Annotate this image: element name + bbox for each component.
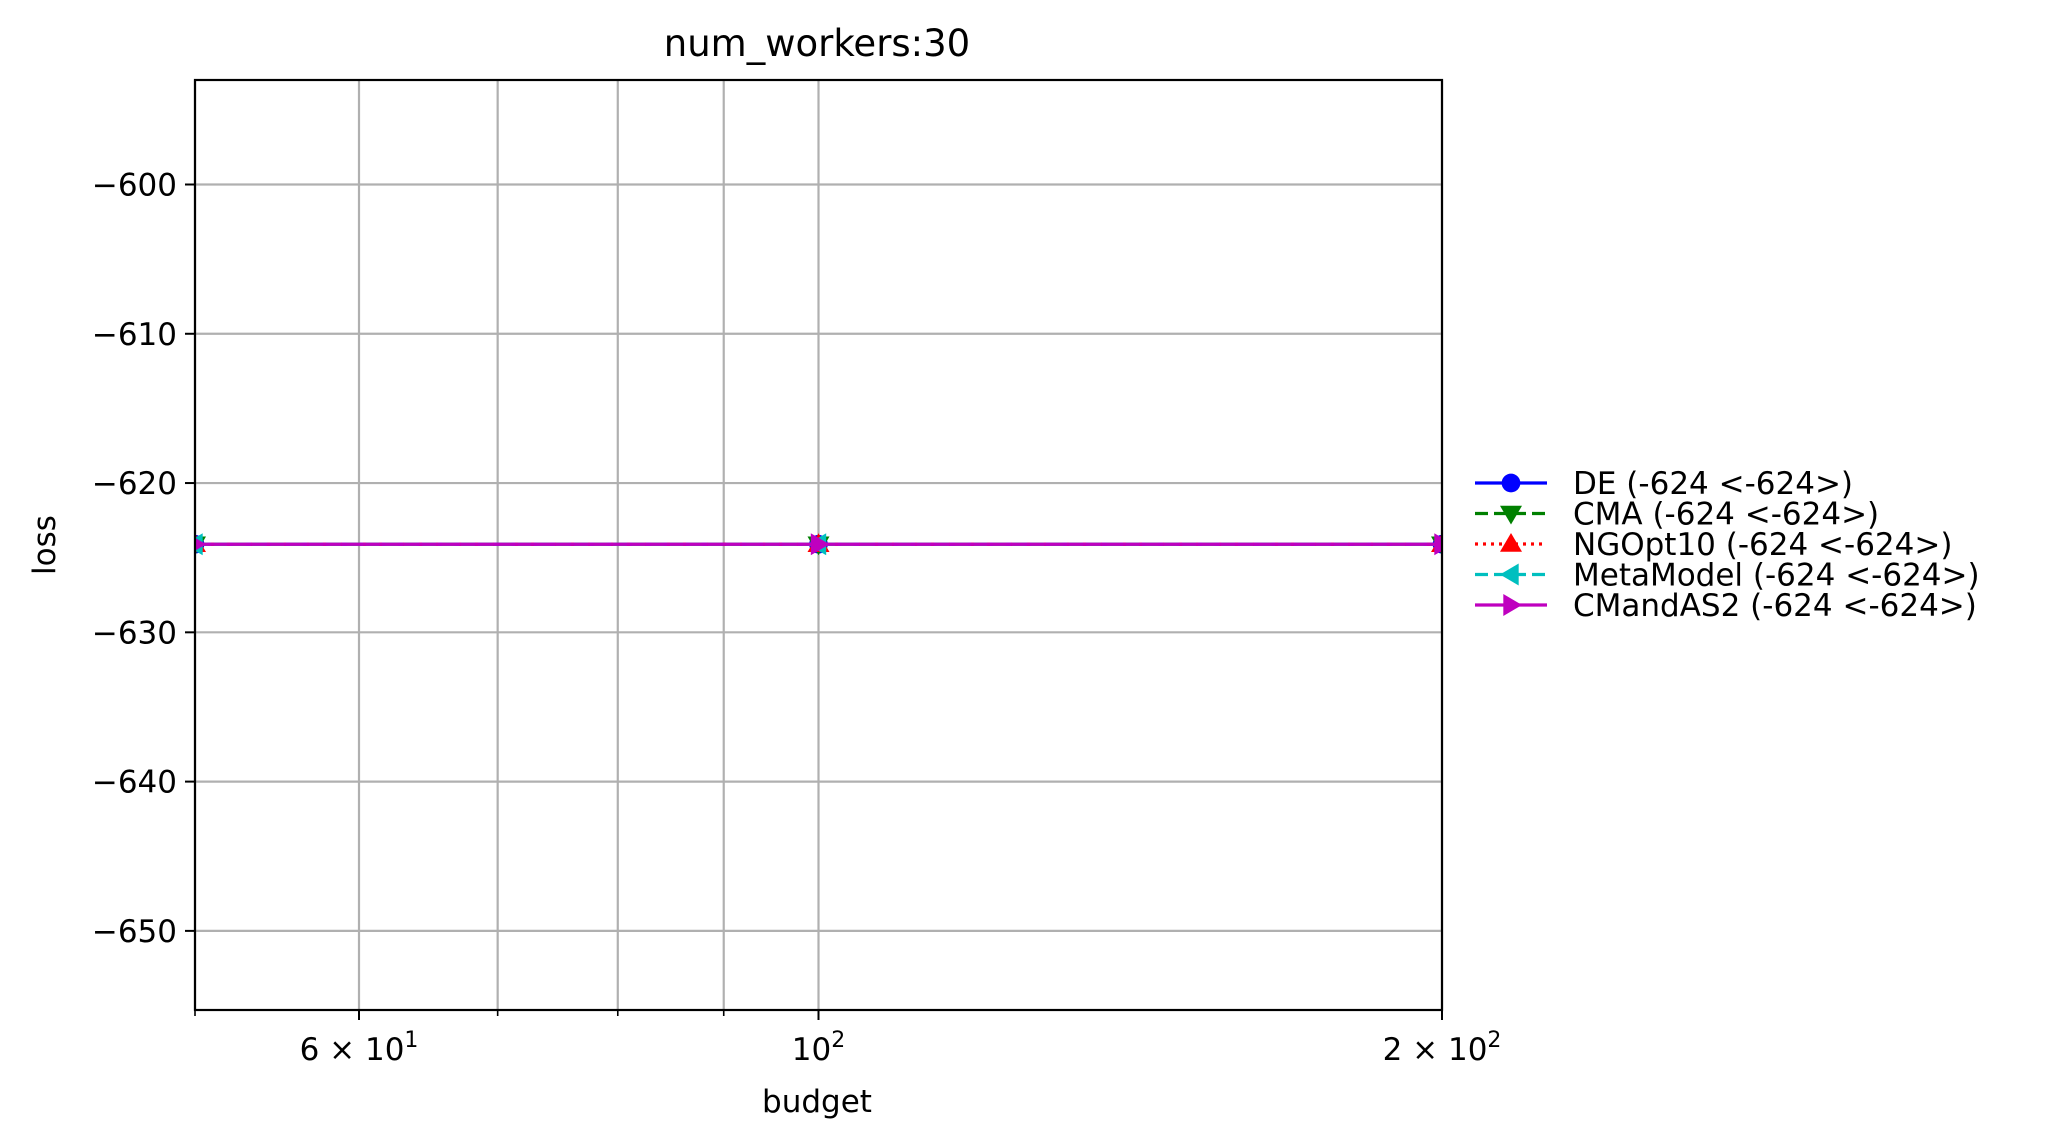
- series-point: [195, 537, 206, 551]
- legend-label: CMandAS2 (-624 <-624>): [1573, 588, 1977, 624]
- legend-label: DE (-624 <-624>): [1573, 466, 1853, 502]
- legend-label: MetaModel (-624 <-624>): [1573, 558, 1980, 594]
- series-point: [1434, 533, 1442, 556]
- y-tick-label: −620: [92, 466, 177, 502]
- legend-marker: [1500, 505, 1522, 525]
- series-group: [195, 533, 1442, 556]
- y-axis: −600 −610 −620 −630 −640 −650: [92, 167, 195, 950]
- series-point: [810, 533, 830, 556]
- x-tick-label: 102: [792, 1028, 845, 1068]
- y-tick-label: −630: [92, 615, 177, 651]
- legend: DE (-624 <-624>)CMA (-624 <-624>)NGOpt10…: [1475, 466, 1980, 624]
- y-tick-label: −640: [92, 765, 177, 801]
- x-axis-label: budget: [762, 1084, 872, 1120]
- y-axis-label: loss: [27, 515, 63, 575]
- x-tick-label: 6 × 101: [300, 1028, 419, 1068]
- legend-marker: [1500, 533, 1522, 552]
- legend-marker: [1503, 594, 1522, 616]
- y-tick-label: −600: [92, 167, 177, 203]
- legend-marker: [1500, 563, 1519, 586]
- y-tick-label: −650: [92, 914, 177, 950]
- legend-label: CMA (-624 <-624>): [1573, 497, 1879, 533]
- y-tick-label: −610: [92, 317, 177, 353]
- chart-title: num_workers:30: [664, 22, 970, 65]
- x-axis: 6 × 101 102 2 × 102: [194, 1010, 1502, 1068]
- legend-label: NGOpt10 (-624 <-624>): [1573, 527, 1952, 563]
- legend-marker: [1501, 473, 1521, 493]
- x-tick-label: 2 × 102: [1383, 1028, 1502, 1068]
- series-layer: [195, 533, 1442, 556]
